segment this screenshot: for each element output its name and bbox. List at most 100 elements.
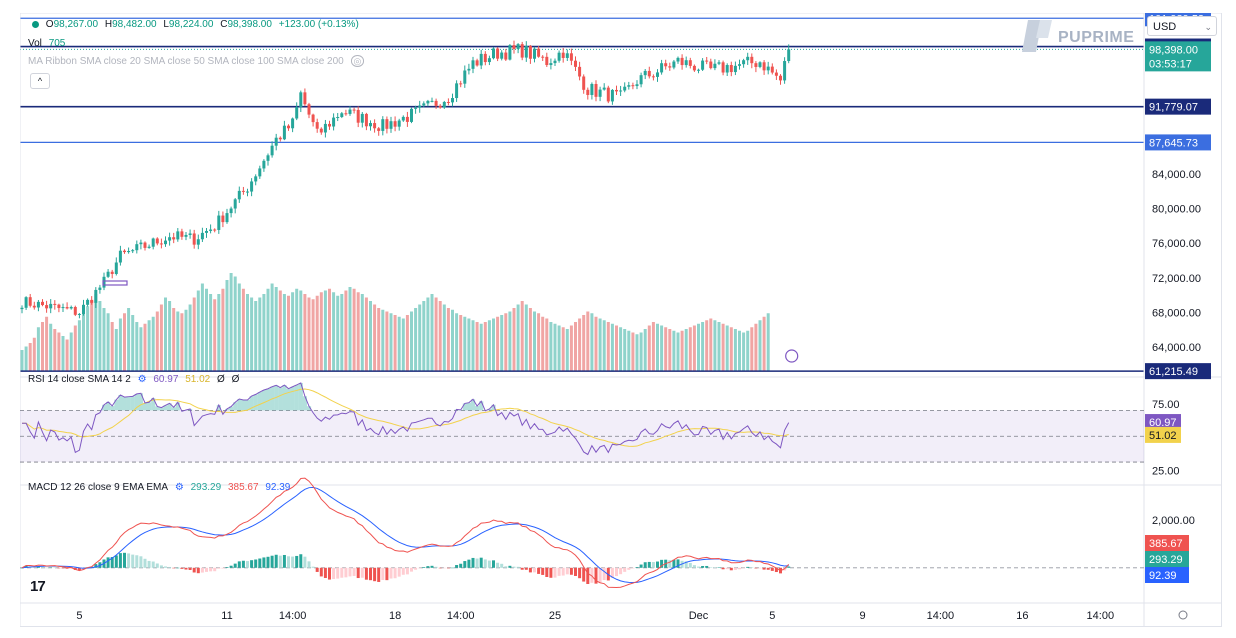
volume-bar: [471, 320, 475, 371]
rsi-value: 60.97: [153, 374, 179, 385]
volume-bar: [241, 288, 245, 371]
macd-histogram-bar: [758, 567, 762, 569]
macd-histogram-bar: [221, 567, 225, 569]
candle-body: [139, 242, 143, 245]
candle-body: [471, 60, 475, 69]
candle-body: [635, 84, 639, 87]
macd-histogram-bar: [438, 567, 442, 569]
volume-bar: [635, 334, 639, 371]
macd-histogram-bar: [106, 557, 110, 568]
volume-bar: [631, 332, 635, 371]
volume-bar: [610, 323, 614, 371]
volume-bar: [209, 294, 213, 371]
ohlc-low: L98,224.00: [163, 19, 214, 30]
volume-bar: [45, 316, 49, 371]
collapse-legend-button[interactable]: ^: [30, 73, 50, 89]
volume-bar: [418, 304, 422, 371]
currency-select[interactable]: USD ⌄: [1147, 16, 1217, 36]
candle-body: [315, 122, 319, 129]
rsi-overbought-fill: [475, 406, 480, 411]
macd-histogram-bar: [381, 567, 385, 580]
candle-body: [188, 233, 192, 235]
volume-bar: [352, 288, 356, 371]
rsi-overbought-fill: [171, 407, 176, 411]
candle-body: [524, 45, 528, 58]
rsi-sma-value: 51.02: [185, 374, 211, 385]
ohlc-legend: O98,267.00 H98,482.00 L98,224.00 C98,398…: [32, 19, 363, 30]
volume-bar: [57, 332, 61, 371]
volume-bar: [742, 332, 746, 371]
rsi-overbought-fill: [155, 406, 160, 411]
candle-body: [647, 70, 651, 77]
volume-bars: [20, 273, 770, 371]
macd-histogram-bar: [373, 567, 377, 582]
ma-ribbon-legend[interactable]: MA Ribbon SMA close 20 SMA close 50 SMA …: [28, 55, 368, 67]
last-price-label: 98,398.00: [1149, 44, 1198, 56]
candle-body: [668, 66, 672, 68]
candle-body: [369, 123, 372, 127]
macd-histogram-bar: [610, 567, 614, 578]
candle-body: [430, 100, 434, 102]
macd-histogram-bar: [463, 561, 467, 568]
candle-body: [414, 107, 418, 109]
rsi-overbought-fill: [249, 396, 254, 411]
rsi-sma-tag: [1145, 426, 1181, 443]
macd-pane: [20, 477, 1144, 589]
rsi-title: RSI 14 close SMA 14 2: [28, 374, 131, 385]
volume-bar: [82, 313, 85, 371]
candle-body: [537, 48, 541, 57]
candle-body: [381, 119, 385, 131]
macd-histogram-bar: [114, 555, 118, 568]
time-tick-label: 11: [221, 610, 232, 622]
volume-bar: [627, 330, 631, 371]
volume-bar: [123, 313, 126, 371]
macd-histogram-bar: [360, 567, 364, 578]
volume-bar: [49, 323, 53, 371]
macd-histogram-bar: [619, 567, 623, 575]
volume-bar: [549, 322, 553, 371]
rsi-overbought-fill: [471, 399, 476, 411]
macd-histogram-bar: [557, 567, 561, 576]
candle-body: [557, 52, 561, 61]
volume-bar: [20, 350, 24, 371]
macd-histogram-bar: [164, 566, 167, 568]
candle-body: [344, 113, 348, 115]
volume-bar: [623, 329, 627, 371]
macd-histogram-bar: [602, 567, 606, 580]
candle-body: [69, 306, 73, 309]
volume-bar: [516, 304, 520, 371]
macd-histogram-bar: [516, 566, 520, 568]
volume-bar: [729, 327, 733, 371]
candle-body: [28, 297, 32, 306]
candle-body: [94, 289, 98, 303]
macd-histogram-bar: [65, 567, 69, 569]
volume-bar: [746, 330, 750, 371]
candle-body: [319, 128, 323, 133]
volume-bar: [393, 315, 397, 371]
hidden-eye-icon[interactable]: ◎: [350, 55, 365, 67]
macd-histogram-bar: [434, 566, 438, 568]
macd-histogram-bar: [118, 553, 122, 568]
rsi-overbought-fill: [487, 408, 492, 411]
candle-body: [459, 83, 463, 85]
volume-bar: [369, 301, 372, 371]
settings-icon[interactable]: ⚙: [137, 374, 147, 385]
candle-body: [205, 230, 208, 233]
chart-canvas[interactable]: 101,989.5398,726.5991,779.0787,645.7361,…: [19, 10, 1222, 627]
volume-bar: [332, 292, 336, 371]
macd-histogram-bar: [651, 562, 655, 568]
time-tick-label: 18: [389, 610, 401, 622]
volume-bar: [192, 297, 196, 371]
macd-histogram-bar: [69, 567, 73, 569]
price-tick-label: 72,000.00: [1152, 273, 1201, 285]
candle-body: [24, 297, 28, 308]
macd-histogram-bar: [311, 566, 315, 568]
candle-body: [438, 105, 442, 108]
candle-body: [20, 307, 24, 310]
settings-icon[interactable]: ⚙: [174, 482, 184, 493]
candle-body: [328, 123, 331, 127]
macd-histogram-bar: [701, 565, 705, 568]
candle-body: [90, 299, 94, 303]
candle-body: [463, 70, 467, 84]
volume-bar: [336, 295, 340, 371]
